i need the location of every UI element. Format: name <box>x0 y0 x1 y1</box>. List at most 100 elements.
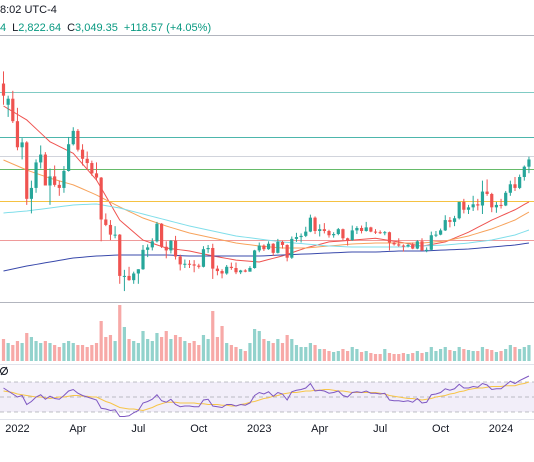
candle-body <box>201 249 206 267</box>
candle-body <box>225 266 229 274</box>
volume-bar <box>225 343 229 361</box>
volume-bar <box>34 341 38 361</box>
candle-body <box>480 191 485 206</box>
candle-body <box>53 176 57 185</box>
candle-body <box>429 235 433 250</box>
volume-bar <box>471 351 475 361</box>
candle-body <box>383 232 387 234</box>
candle-body <box>271 243 275 253</box>
candle-body <box>364 227 368 232</box>
volume-bar <box>132 341 136 361</box>
volume-bar <box>15 341 20 361</box>
candle-body <box>1 83 6 96</box>
candle-body <box>94 173 99 178</box>
x-tick-label: Jul <box>131 423 145 435</box>
volume-bar <box>318 349 322 361</box>
volume-bar <box>178 337 182 361</box>
candle-body <box>513 184 517 188</box>
candle-body <box>462 201 466 210</box>
volume-bar <box>94 343 99 361</box>
volume-bar <box>355 349 359 361</box>
candle-body <box>359 227 364 232</box>
volume-bar <box>220 326 224 361</box>
volume-bar <box>108 335 113 361</box>
volume-bar <box>411 353 415 361</box>
candle-body <box>341 229 345 239</box>
candle-body <box>355 227 359 231</box>
candle-body <box>332 234 336 236</box>
candle-body <box>99 177 103 220</box>
volume-bar <box>239 349 243 361</box>
volume-bar <box>67 341 71 361</box>
volume-bar <box>20 343 24 361</box>
candle-body <box>90 163 94 174</box>
candle-body <box>169 240 173 251</box>
volume-bar <box>383 349 387 361</box>
volume-bar <box>364 351 368 361</box>
volume-bar <box>1 339 6 361</box>
volume-bar <box>513 347 517 361</box>
x-tick-label: 2023 <box>247 423 271 435</box>
candle-body <box>15 121 20 148</box>
volume-bar <box>480 347 485 361</box>
candle-body <box>211 247 215 269</box>
rsi-hide-icon[interactable] <box>0 366 8 376</box>
candle-body <box>234 268 238 273</box>
volume-bar <box>29 337 33 361</box>
volume-bar <box>71 343 75 361</box>
candle-body <box>192 264 196 266</box>
volume-bar <box>57 347 61 361</box>
candle-body <box>420 241 424 251</box>
volume-bar <box>206 339 210 361</box>
candle-body <box>62 170 66 188</box>
ohlc-value: 2,822.64 <box>18 22 62 34</box>
volume-bar <box>169 339 173 361</box>
volume-bar <box>327 351 331 361</box>
volume-bar <box>490 350 494 361</box>
volume-bar <box>448 350 452 361</box>
volume-bar <box>164 331 168 361</box>
x-tick-label: Apr <box>311 423 328 435</box>
volume-bar <box>25 333 29 361</box>
volume-bar <box>452 351 457 361</box>
volume-bar <box>211 311 215 361</box>
volume-bar <box>332 352 336 361</box>
volume-bar <box>443 347 447 361</box>
candle-body <box>518 176 522 188</box>
volume-bar <box>262 339 266 361</box>
volume-bar <box>80 345 85 361</box>
volume-bar <box>76 345 80 361</box>
candle-body <box>522 166 526 177</box>
volume-bar <box>280 343 285 361</box>
volume-bar <box>378 354 382 361</box>
candle-body <box>141 249 145 270</box>
candle-body <box>387 232 392 243</box>
candle-body <box>108 224 113 235</box>
candle-body <box>136 269 140 274</box>
candle-body <box>471 204 475 208</box>
candle-body <box>439 230 443 235</box>
volume-bar <box>341 349 345 361</box>
volume-bar <box>434 351 438 361</box>
volume-bar <box>173 335 178 361</box>
candle-body <box>476 204 480 206</box>
candle-body <box>220 271 224 274</box>
candle-body <box>248 268 252 272</box>
x-tick-label: Apr <box>69 423 86 435</box>
moving-average <box>3 105 530 263</box>
candle-body <box>313 217 317 232</box>
candle-body <box>452 218 457 222</box>
volume-bar <box>39 343 43 361</box>
candle-body <box>80 149 85 159</box>
volume-bar <box>308 343 312 361</box>
candle-body <box>206 247 210 250</box>
candle-body <box>243 270 247 272</box>
candle-body <box>57 184 61 188</box>
volume-bar <box>508 345 512 361</box>
volume-bar <box>397 354 401 361</box>
candle-body <box>485 191 489 194</box>
candle-body <box>71 130 75 145</box>
candle-body <box>322 229 326 232</box>
candle-body <box>160 223 164 247</box>
